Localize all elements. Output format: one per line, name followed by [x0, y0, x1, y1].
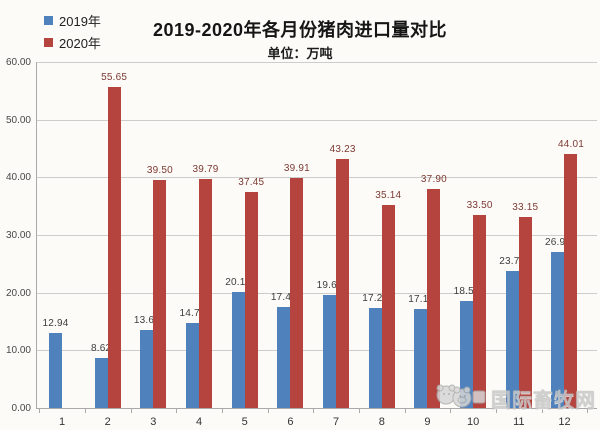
x-axis-category-label: 9	[424, 416, 431, 428]
bar-value-label: 33.15	[512, 201, 539, 213]
y-axis-tick-label: 60.00	[5, 57, 31, 68]
gridline	[36, 292, 597, 294]
y-axis-tick-label: 20.00	[5, 287, 31, 299]
bar-2019年-month-9	[414, 309, 428, 408]
x-axis-tick	[541, 409, 543, 413]
x-axis-category-label: 12	[558, 416, 571, 428]
x-axis-category-label: 7	[333, 416, 340, 428]
gridline	[36, 62, 597, 63]
x-axis-line	[36, 408, 597, 409]
x-axis-tick	[404, 409, 406, 413]
bar-value-label: 19.63	[316, 279, 343, 291]
bar-2020年-month-11	[518, 216, 532, 408]
y-axis-tick-label: 10.00	[5, 345, 31, 357]
legend-swatch-2020-icon	[44, 37, 53, 47]
gridline	[36, 235, 597, 236]
bar-2019年-month-2	[94, 358, 108, 408]
y-axis-tick-label: 50.00	[5, 114, 31, 126]
bar-value-label: 44.01	[557, 139, 584, 151]
bar-value-label: 17.11	[408, 294, 434, 306]
chart-title: 2019-2020年各月份猪肉进口量对比	[152, 20, 448, 40]
bar-2019年-month-7	[323, 294, 337, 408]
x-axis-tick	[84, 409, 86, 413]
legend-label-2019: 2019年	[59, 13, 101, 29]
bar-2020年-month-6	[290, 177, 304, 408]
bar-2020年-month-3	[153, 180, 167, 408]
x-axis-tick	[221, 409, 223, 413]
bar-value-label: 37.45	[238, 177, 265, 189]
bar-value-label: 17.26	[362, 293, 389, 305]
x-axis-tick	[495, 409, 497, 413]
bar-2019年-month-6	[277, 307, 291, 408]
bar-2019年-month-5	[231, 291, 245, 408]
bar-value-label: 39.79	[192, 163, 219, 175]
x-axis-category-label: 8	[378, 416, 385, 428]
x-axis-tick	[130, 409, 132, 413]
bar-2020年-month-4	[199, 178, 213, 408]
legend-swatch-2019-icon	[44, 15, 53, 25]
bar-2020年-month-10	[473, 214, 487, 408]
bar-value-label: 23.79	[499, 255, 526, 267]
bar-2020年-month-7	[336, 158, 350, 408]
legend: 2019年 2020年	[44, 9, 101, 53]
bar-value-label: 43.23	[329, 143, 356, 155]
legend-item-2020: 2020年	[44, 31, 101, 53]
x-axis-tick	[39, 409, 41, 413]
bar-2019年-month-1	[49, 333, 62, 408]
bar-value-label: 13.60	[133, 314, 160, 326]
y-axis-tick-label: 30.00	[5, 230, 31, 241]
bar-value-label: 18.56	[453, 285, 480, 297]
gridline	[36, 350, 597, 352]
legend-item-2019: 2019年	[44, 9, 101, 31]
x-axis-tick	[267, 409, 269, 413]
bar-value-label: 8.62	[91, 343, 112, 355]
chart-unit-label: 单位：万吨	[267, 46, 333, 61]
legend-label-2020: 2020年	[59, 35, 101, 51]
y-axis-line	[36, 62, 37, 408]
bar-value-label: 14.74	[179, 307, 206, 319]
x-axis-tick	[313, 409, 315, 413]
x-axis-category-label: 3	[150, 416, 157, 428]
x-axis-tick	[587, 409, 589, 413]
bar-2020年-month-5	[244, 192, 258, 408]
x-axis-category-label: 4	[195, 416, 203, 428]
bar-value-label: 35.14	[375, 190, 402, 202]
bar-value-label: 26.98	[544, 237, 571, 249]
bar-2020年-month-2	[107, 87, 121, 408]
bar-value-label: 39.91	[283, 162, 310, 174]
bar-2020年-month-12	[564, 154, 578, 408]
bar-2019年-month-4	[186, 322, 200, 408]
bar-value-label: 39.50	[146, 165, 173, 177]
bar-value-label: 37.90	[420, 174, 447, 186]
x-axis-tick	[358, 409, 360, 413]
gridline	[36, 177, 597, 179]
bar-value-label: 17.47	[270, 292, 297, 304]
bar-value-label: 12.94	[42, 318, 69, 330]
x-axis-category-label: 5	[241, 416, 248, 428]
x-axis-category-label: 6	[287, 416, 294, 428]
bar-2019年-month-10	[460, 300, 474, 408]
bar-value-label: 33.50	[466, 199, 493, 211]
bar-value-label: 20.12	[225, 276, 252, 288]
bar-2019年-month-8	[368, 308, 382, 408]
x-axis-category-label: 11	[513, 416, 525, 428]
bar-2019年-month-3	[140, 329, 154, 408]
x-axis-category-label: 10	[466, 416, 480, 428]
bar-2019年-month-11	[505, 270, 519, 408]
bar-2019年-month-12	[551, 252, 565, 408]
y-axis-tick-label: 40.00	[5, 172, 31, 184]
y-axis-tick-label: 0.00	[11, 403, 31, 414]
x-axis-category-label: 2	[104, 416, 111, 428]
x-axis-tick	[176, 409, 178, 413]
bar-value-label: 55.65	[101, 72, 128, 84]
bar-2020年-month-8	[381, 205, 395, 408]
gridline	[36, 119, 597, 121]
x-axis-tick	[450, 409, 452, 413]
x-axis-category-label: 1	[58, 416, 66, 428]
bar-2020年-month-9	[427, 189, 441, 408]
